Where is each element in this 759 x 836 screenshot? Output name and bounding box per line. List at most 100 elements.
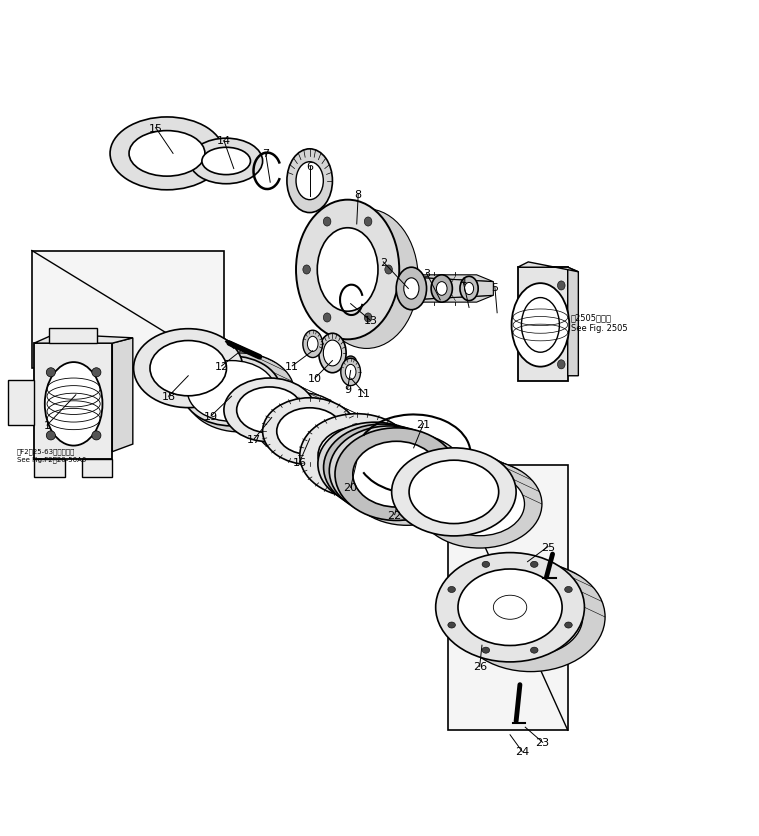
Ellipse shape	[456, 563, 605, 672]
Ellipse shape	[460, 277, 478, 301]
Text: 19: 19	[204, 411, 218, 421]
Ellipse shape	[363, 446, 450, 512]
Text: 1: 1	[43, 421, 51, 431]
Ellipse shape	[345, 433, 468, 526]
Polygon shape	[568, 268, 578, 376]
Polygon shape	[82, 460, 112, 477]
Ellipse shape	[187, 361, 276, 422]
Polygon shape	[448, 465, 568, 731]
Text: 11: 11	[285, 361, 299, 371]
Ellipse shape	[328, 427, 442, 511]
Polygon shape	[518, 263, 578, 273]
Text: 前F2図25-63図参照側図
See Fig.F2図20-50A0: 前F2図25-63図参照側図 See Fig.F2図20-50A0	[17, 448, 86, 462]
Ellipse shape	[323, 314, 331, 323]
Ellipse shape	[336, 436, 414, 492]
Polygon shape	[34, 344, 112, 460]
Ellipse shape	[436, 553, 584, 662]
Text: 3: 3	[423, 269, 430, 279]
Ellipse shape	[46, 431, 55, 441]
Text: 11: 11	[357, 389, 371, 399]
Ellipse shape	[313, 426, 379, 472]
Text: 6: 6	[306, 161, 313, 171]
Ellipse shape	[315, 210, 418, 349]
Text: 7: 7	[262, 149, 269, 159]
Ellipse shape	[339, 431, 459, 521]
Ellipse shape	[296, 201, 399, 340]
Ellipse shape	[319, 334, 346, 373]
Ellipse shape	[465, 283, 474, 295]
Ellipse shape	[448, 622, 455, 629]
Ellipse shape	[346, 441, 424, 497]
Ellipse shape	[435, 473, 524, 536]
Ellipse shape	[323, 341, 342, 366]
Ellipse shape	[334, 430, 451, 516]
Ellipse shape	[345, 365, 356, 380]
Ellipse shape	[134, 329, 243, 408]
Ellipse shape	[531, 562, 538, 568]
Ellipse shape	[255, 393, 346, 456]
Polygon shape	[367, 296, 493, 303]
Polygon shape	[8, 380, 34, 426]
Ellipse shape	[303, 331, 323, 358]
Ellipse shape	[345, 357, 357, 370]
Ellipse shape	[352, 443, 433, 502]
Ellipse shape	[482, 647, 490, 654]
Ellipse shape	[404, 278, 419, 300]
Ellipse shape	[478, 584, 542, 630]
Ellipse shape	[431, 276, 452, 303]
Ellipse shape	[336, 237, 397, 321]
Ellipse shape	[303, 266, 310, 275]
Ellipse shape	[202, 365, 278, 421]
Text: 5: 5	[491, 283, 499, 293]
Polygon shape	[112, 339, 133, 452]
Polygon shape	[389, 455, 414, 520]
Ellipse shape	[353, 441, 440, 507]
Ellipse shape	[277, 408, 342, 455]
Ellipse shape	[317, 228, 378, 312]
Ellipse shape	[417, 461, 542, 548]
Text: 13: 13	[364, 316, 377, 326]
Ellipse shape	[342, 438, 422, 497]
Ellipse shape	[300, 414, 414, 497]
Text: 23: 23	[536, 737, 550, 747]
Ellipse shape	[341, 359, 361, 386]
Ellipse shape	[287, 150, 332, 213]
Ellipse shape	[110, 118, 224, 191]
Ellipse shape	[182, 357, 281, 426]
Ellipse shape	[385, 266, 392, 275]
Polygon shape	[367, 276, 493, 283]
Ellipse shape	[323, 425, 440, 511]
Ellipse shape	[409, 461, 499, 524]
Ellipse shape	[512, 283, 569, 367]
Ellipse shape	[436, 283, 447, 296]
Polygon shape	[34, 460, 65, 477]
Text: 24: 24	[515, 747, 529, 757]
Ellipse shape	[150, 341, 226, 396]
Ellipse shape	[396, 483, 405, 492]
Ellipse shape	[493, 595, 527, 619]
Ellipse shape	[565, 587, 572, 593]
Ellipse shape	[46, 369, 55, 377]
Ellipse shape	[307, 337, 318, 352]
Ellipse shape	[486, 590, 534, 625]
Text: 16: 16	[293, 457, 307, 467]
Ellipse shape	[359, 447, 436, 503]
Ellipse shape	[263, 398, 357, 465]
Text: 25: 25	[541, 542, 555, 552]
Text: 18: 18	[162, 392, 175, 402]
Ellipse shape	[364, 217, 372, 227]
Ellipse shape	[202, 148, 250, 176]
Polygon shape	[518, 268, 568, 381]
Text: 2: 2	[380, 257, 387, 268]
Ellipse shape	[268, 402, 333, 448]
Ellipse shape	[329, 426, 449, 516]
Text: 4: 4	[459, 277, 467, 287]
Polygon shape	[32, 252, 224, 369]
Ellipse shape	[224, 379, 315, 442]
Ellipse shape	[482, 562, 490, 568]
Ellipse shape	[318, 423, 432, 506]
Ellipse shape	[521, 298, 559, 353]
Ellipse shape	[45, 363, 102, 446]
Ellipse shape	[348, 440, 431, 502]
Ellipse shape	[557, 360, 565, 370]
